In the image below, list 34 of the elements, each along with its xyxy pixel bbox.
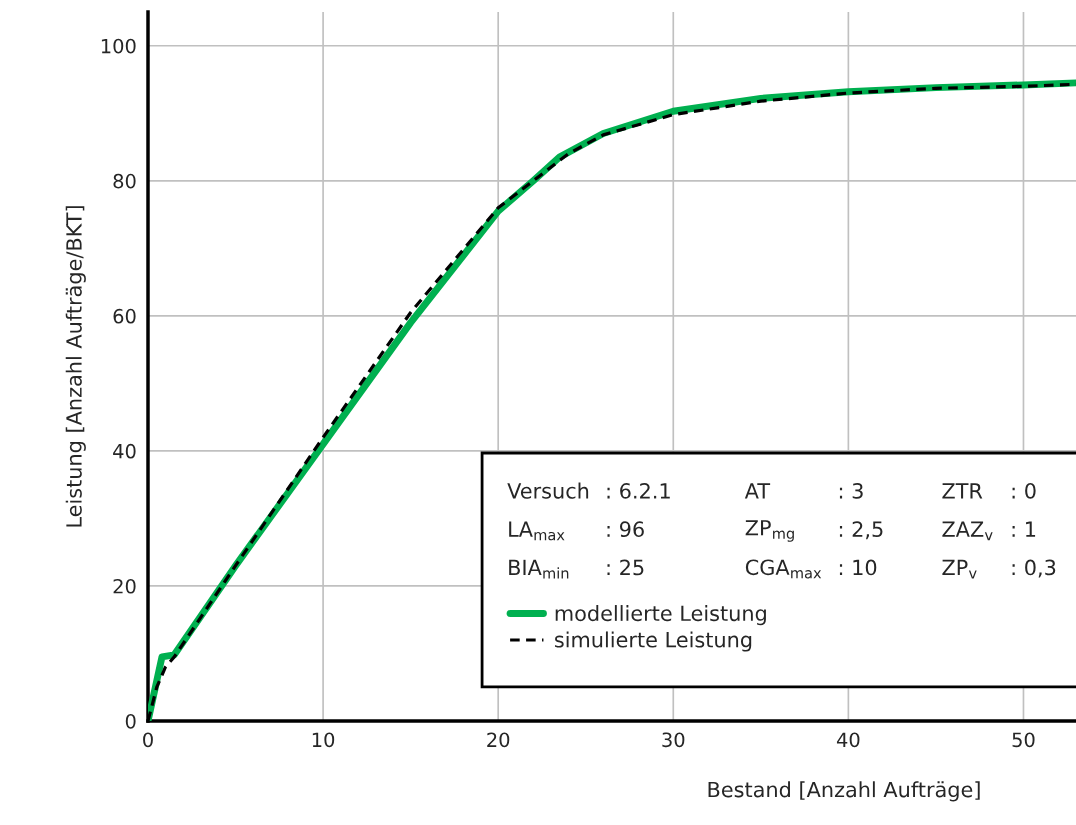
y-tick-label: 40 [113, 443, 136, 459]
x-tick-label: 0 [143, 732, 153, 748]
annotation: : 10 [839, 559, 877, 576]
x-tick-label: 20 [487, 732, 510, 748]
y-axis-title: Leistung [Anzahl Aufträge/BKT] [65, 206, 86, 527]
annotation: : 0 [1012, 482, 1036, 499]
annotation: AT [744, 483, 771, 499]
annotation: ZP$_{v}$ [942, 559, 977, 579]
legend-label: simulierte Leistung [554, 631, 752, 652]
annotation: CGA$_{max}$ [745, 559, 822, 579]
legend-label: modellierte Leistung [555, 605, 766, 626]
annotation: LA$_{max}$ [509, 521, 565, 541]
annotation: : 25 [607, 559, 644, 576]
annotation: Versuch [507, 482, 589, 499]
annotation: : 2,5 [839, 521, 883, 540]
x-axis-title: Bestand [Anzahl Aufträge] [708, 781, 980, 802]
annotation: : 0,3 [1012, 559, 1056, 578]
annotation: : 1 [1012, 521, 1036, 537]
annotation: : 96 [607, 521, 644, 538]
annotation: BIA$_{min}$ [509, 559, 569, 579]
annotation: : 6.2.1 [607, 482, 670, 499]
x-tick-label: 40 [836, 732, 860, 748]
x-tick-label: 30 [662, 732, 685, 748]
annotation: ZP$_{mg}$ [745, 520, 794, 542]
y-tick-label: 0 [125, 713, 136, 729]
x-tick-label: 10 [312, 732, 335, 748]
annotation: : 3 [839, 482, 863, 499]
y-tick-label: 100 [101, 38, 136, 54]
annotation: ZTR [942, 483, 983, 499]
y-tick-label: 20 [113, 578, 136, 594]
x-tick-label: 50 [1012, 732, 1035, 748]
y-tick-label: 60 [113, 308, 136, 324]
y-tick-label: 80 [113, 173, 136, 189]
annotation: ZAZ$_{v}$ [942, 521, 993, 541]
